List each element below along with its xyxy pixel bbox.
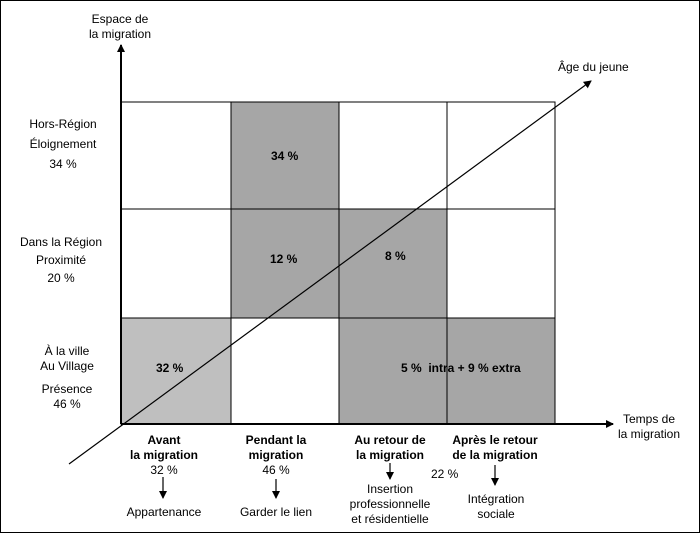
cell-label-region-retour: 8 % — [385, 249, 406, 263]
col-apres: Après le retour de la migration — [445, 433, 545, 463]
col-retour-line1: Au retour de — [354, 433, 426, 447]
cell-region-pendant — [231, 209, 339, 318]
outcome-insertion-line1: Insertion — [366, 482, 414, 496]
outcome-integration: Intégration sociale — [451, 492, 541, 522]
cell-ville-apres — [447, 318, 555, 424]
col-avant-value: 32 % — [150, 463, 178, 477]
age-arrow — [68, 80, 592, 465]
col-avant-line2: la migration — [129, 448, 198, 462]
y-axis-title-line1: Espace de — [91, 12, 149, 26]
col-retour-value: 22 % — [431, 467, 459, 481]
outcome-insertion: Insertion professionnelle et résidentiel… — [338, 482, 442, 527]
outcome-insertion-line3: et résidentielle — [351, 512, 429, 526]
outcome-insertion-line2: professionnelle — [349, 497, 431, 511]
x-axis-title-line1: Temps de — [622, 412, 676, 426]
x-axis-title: Temps de la migration — [613, 412, 685, 442]
y-axis-title: Espace de la migration — [89, 12, 151, 42]
row-ville-line2: Au Village — [40, 359, 94, 373]
col-pendant-line2: migration — [248, 448, 304, 462]
row-label-region: Dans la Région Proximité 20 % — [15, 233, 107, 287]
row-region-line2: Proximité — [35, 253, 86, 267]
row-hors-value: 34 % — [49, 157, 77, 171]
col-pendant-line1: Pendant la — [245, 433, 307, 447]
outcome-integration-line1: Intégration — [467, 492, 525, 506]
row-ville-value: 46 % — [53, 397, 81, 411]
outcome-appartenance: Appartenance — [126, 505, 202, 519]
cell-ville-avant — [121, 318, 231, 424]
y-axis-title-line2: la migration — [89, 27, 152, 41]
cell-region-retour — [339, 209, 447, 318]
col-apres-line1: Après le retour — [452, 433, 538, 447]
outcome-integration-line2: sociale — [477, 507, 515, 521]
col-retour-line2: la migration — [355, 448, 424, 462]
cell-label-region-pendant: 12 % — [270, 252, 298, 266]
row-hors-line1: Hors-Région — [29, 117, 97, 131]
age-label: Âge du jeune — [558, 60, 629, 74]
cell-label-ville-retour-apres: 5 % intra + 9 % extra — [401, 361, 521, 375]
row-hors-line2: Éloignement — [29, 137, 97, 151]
col-avant-line1: Avant — [147, 433, 181, 447]
outcome-arrows — [159, 463, 499, 499]
row-ville-line3: Présence — [41, 382, 93, 396]
row-region-value: 20 % — [47, 271, 75, 285]
cell-hors-pendant — [231, 102, 339, 209]
row-region-line1: Dans la Région — [19, 235, 103, 249]
col-avant: Avant la migration 32 % — [116, 433, 212, 478]
row-ville-line1: À la ville — [44, 344, 90, 358]
x-axis-title-line2: la migration — [617, 427, 681, 441]
row-label-hors-region: Hors-Région Éloignement 34 % — [21, 114, 105, 174]
col-pendant: Pendant la migration 46 % — [229, 433, 323, 478]
col-pendant-value: 46 % — [262, 463, 290, 477]
cell-ville-retour — [339, 318, 447, 424]
col-apres-line2: de la migration — [452, 448, 538, 462]
row-label-ville: À la ville Au Village Présence 46 % — [27, 344, 107, 412]
outcome-garder-lien: Garder le lien — [239, 505, 313, 519]
cell-label-hors-pendant: 34 % — [271, 149, 299, 163]
cell-label-ville-avant: 32 % — [156, 361, 184, 375]
col-retour: Au retour de la migration — [341, 433, 439, 463]
